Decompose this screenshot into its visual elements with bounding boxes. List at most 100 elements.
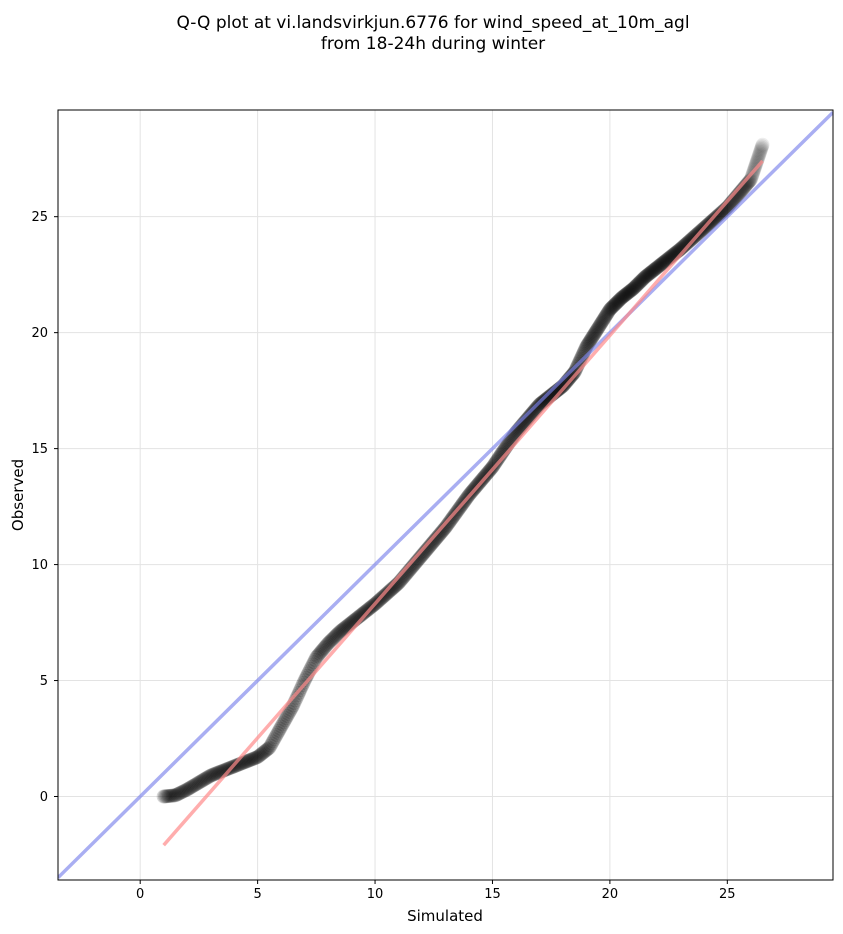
y-tick-label: 0: [40, 790, 48, 805]
qq-point: [752, 146, 767, 161]
qq-point: [313, 645, 328, 660]
qq-point: [586, 329, 601, 344]
qq-point: [263, 738, 278, 753]
qq-point: [245, 752, 260, 767]
qq-point: [709, 210, 724, 225]
qq-point: [613, 292, 628, 307]
qq-point: [611, 294, 626, 309]
qq-point: [167, 788, 182, 803]
qq-point: [678, 237, 693, 252]
qq-point: [276, 715, 291, 730]
qq-point: [583, 332, 598, 347]
qq-point: [199, 771, 214, 786]
qq-point: [440, 518, 455, 533]
qq-point: [617, 288, 632, 303]
x-tick-label: 15: [484, 887, 501, 902]
qq-point: [525, 405, 540, 420]
qq-point: [271, 723, 286, 738]
qq-point: [247, 751, 262, 766]
qq-point: [680, 235, 695, 250]
qq-point: [530, 400, 545, 415]
qq-point: [575, 348, 590, 363]
qq-point: [262, 740, 277, 755]
qq-point: [181, 781, 196, 796]
qq-point: [353, 608, 368, 623]
qq-point: [650, 260, 665, 275]
qq-point: [592, 318, 607, 333]
qq-point: [201, 769, 216, 784]
qq-point: [589, 324, 604, 339]
qq-point: [754, 141, 769, 156]
x-tick-label: 10: [367, 887, 384, 902]
qq-point: [269, 727, 284, 742]
qq-point: [322, 634, 337, 649]
qq-point: [240, 754, 255, 769]
qq-point: [659, 252, 674, 267]
qq-point: [605, 300, 620, 315]
qq-point: [210, 765, 225, 780]
qq-point: [748, 157, 763, 172]
qq-point: [187, 777, 202, 792]
qq-point: [319, 638, 334, 653]
qq-point: [616, 289, 631, 304]
qq-point: [172, 786, 187, 801]
qq-point: [755, 139, 770, 154]
y-tick-label: 5: [40, 674, 48, 689]
qq-point: [164, 788, 179, 803]
qq-point: [435, 524, 450, 539]
qq-point: [657, 254, 672, 269]
qq-point: [656, 255, 671, 270]
qq-point: [194, 774, 209, 789]
y-tick-label: 25: [31, 210, 48, 225]
qq-point: [207, 767, 222, 782]
qq-point: [659, 253, 674, 268]
qq-point: [638, 269, 653, 284]
qq-point: [429, 531, 444, 546]
qq-point: [533, 396, 548, 411]
qq-point: [175, 785, 190, 800]
qq-point: [637, 270, 652, 285]
qq-point: [649, 261, 664, 276]
x-axis-label: Simulated: [407, 907, 483, 925]
qq-point: [184, 780, 199, 795]
qq-point: [525, 406, 540, 421]
qq-point: [432, 527, 447, 542]
qq-point: [439, 519, 454, 534]
qq-point: [311, 647, 326, 662]
x-tick-label: 5: [253, 887, 261, 902]
qq-point: [169, 787, 184, 802]
qq-point: [713, 206, 728, 221]
qq-point: [626, 281, 641, 296]
qq-point: [289, 690, 304, 705]
qq-point: [682, 234, 697, 249]
qq-point: [645, 264, 660, 279]
qq-point: [279, 711, 294, 726]
qq-point: [281, 706, 296, 721]
qq-point: [748, 158, 763, 173]
qq-point: [623, 283, 638, 298]
x-tick-label: 20: [602, 887, 619, 902]
qq-point: [442, 515, 457, 530]
qq-point: [602, 303, 617, 318]
qq-point: [185, 779, 200, 794]
qq-point: [160, 789, 175, 804]
qq-point: [580, 337, 595, 352]
qq-point: [590, 321, 605, 336]
qq-point: [586, 327, 601, 342]
qq-point: [579, 338, 594, 353]
qq-point: [316, 642, 331, 657]
qq-point: [710, 209, 725, 224]
qq-point: [644, 264, 659, 279]
qq-point: [535, 395, 550, 410]
qq-point: [305, 657, 320, 672]
qq-point: [251, 749, 266, 764]
x-tick-label: 0: [136, 887, 144, 902]
qq-point: [330, 626, 345, 641]
qq-point: [208, 766, 223, 781]
qq-point: [277, 713, 292, 728]
qq-point: [437, 521, 452, 536]
qq-point: [338, 620, 353, 635]
qq-point: [618, 288, 633, 303]
qq-point: [186, 778, 201, 793]
y-axis-label: Observed: [9, 459, 27, 531]
